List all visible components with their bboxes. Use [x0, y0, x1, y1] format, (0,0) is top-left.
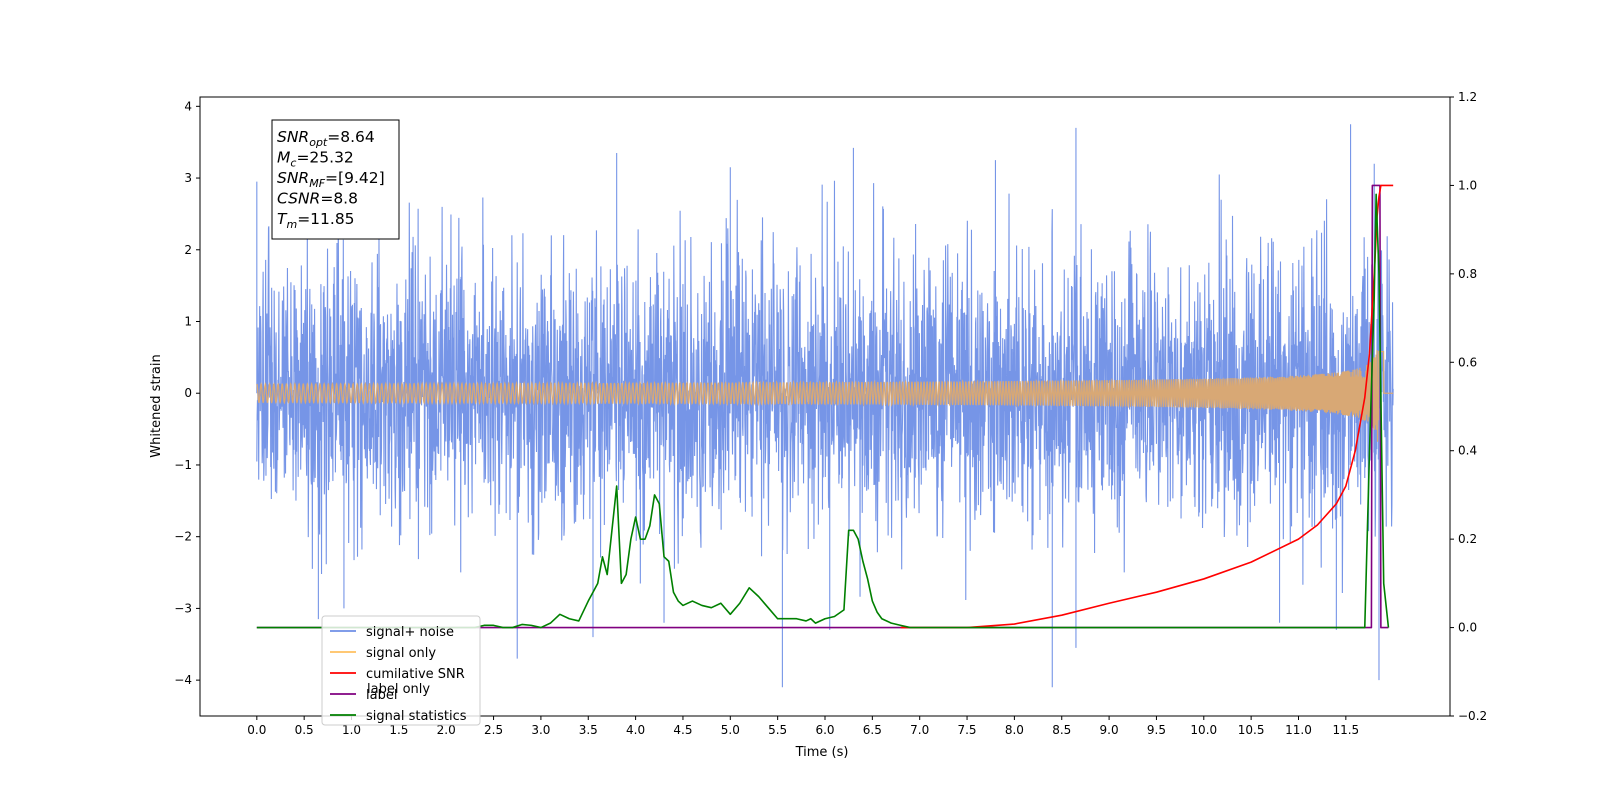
y2-tick-label: 0.2	[1458, 532, 1477, 546]
x-tick-label: 9.5	[1147, 723, 1166, 737]
y2-tick-label: 0.4	[1458, 444, 1477, 458]
y-tick-label: 4	[184, 99, 192, 113]
legend-hidden-entry: label only	[367, 682, 430, 697]
legend: label only signal+ noise signal only cumila…	[321, 615, 481, 726]
x-tick-label: 5.0	[721, 723, 740, 737]
x-tick-label: 1.5	[389, 723, 408, 737]
y-tick-label: 1	[184, 315, 192, 329]
y-tick-label: −4	[174, 673, 192, 687]
y-axis-left: 4 3 2 1 0 −1 −2 −3 −4	[174, 99, 200, 687]
legend-entry-label: signal statistics	[366, 709, 467, 724]
x-axis-label: Time (s)	[795, 745, 849, 760]
annotation-line: Mc=25.32	[277, 149, 354, 170]
x-tick-label: 1.0	[342, 723, 361, 737]
legend-entry-label: cumilative SNR	[366, 667, 465, 682]
series-signal-statistics-line	[256, 193, 1390, 629]
legend-entry-label: signal+ noise	[366, 625, 454, 640]
y-axis-right: 1.2 1.0 0.8 0.6 0.4 0.2 0.0 −0.2	[1450, 90, 1487, 723]
y-tick-label: −1	[174, 458, 192, 472]
series-cumulative-snr-line	[900, 184, 1394, 629]
x-tick-label: 5.5	[768, 723, 787, 737]
x-tick-label: 7.0	[910, 723, 929, 737]
x-tick-label: 10.5	[1238, 723, 1265, 737]
x-tick-label: 8.5	[1052, 723, 1071, 737]
annotation-frame	[271, 119, 400, 240]
annotation-line: SNRMF=[9.42]	[277, 169, 385, 190]
annotation-line: Tm=11.85	[277, 210, 355, 231]
x-tick-label: 0.5	[295, 723, 314, 737]
x-tick-label: 10.0	[1190, 723, 1217, 737]
x-tick-label: 7.5	[957, 723, 976, 737]
annotation-line: CSNR=8.8	[277, 190, 358, 208]
x-tick-label: 11.5	[1332, 723, 1359, 737]
annotation-line: SNRopt=8.64	[277, 128, 375, 149]
x-tick-label: 8.0	[1005, 723, 1024, 737]
x-tick-label: 6.5	[863, 723, 882, 737]
series-signal-noise-line	[256, 124, 1394, 688]
y2-tick-label: 1.0	[1458, 178, 1477, 192]
x-tick-label: 2.0	[437, 723, 456, 737]
y2-tick-label: −0.2	[1458, 709, 1487, 723]
x-tick-label: 3.0	[531, 723, 550, 737]
x-tick-label: 4.5	[673, 723, 692, 737]
x-tick-label: 9.0	[1100, 723, 1119, 737]
legend-entry-label: signal only	[366, 646, 436, 661]
x-tick-label: 6.0	[815, 723, 834, 737]
x-tick-label: 3.5	[579, 723, 598, 737]
y2-tick-label: 0.8	[1458, 267, 1477, 281]
x-tick-label: 11.0	[1285, 723, 1312, 737]
y2-tick-label: 1.2	[1458, 90, 1477, 104]
y2-tick-label: 0.6	[1458, 355, 1477, 369]
x-tick-label: 4.0	[626, 723, 645, 737]
series-layer	[256, 124, 1394, 688]
series-signal-only-line	[256, 350, 1394, 442]
y-tick-label: 2	[184, 243, 192, 257]
legend-frame	[321, 615, 481, 726]
y2-tick-label: 0.0	[1458, 621, 1477, 635]
y-tick-label: 0	[184, 386, 192, 400]
y-tick-label: −3	[174, 601, 192, 615]
legend-entry-label: label	[366, 688, 397, 703]
y-tick-label: 3	[184, 171, 192, 185]
y-tick-label: −2	[174, 530, 192, 544]
y-axis-label: Whitened strain	[149, 354, 164, 457]
x-tick-label: 2.5	[484, 723, 503, 737]
x-axis: 0.0 0.5 1.0 1.5 2.0 2.5 3.0 3.5 4.0 4.5 5.0 5.5 6.0 6…	[247, 716, 1359, 737]
x-tick-label: 0.0	[247, 723, 266, 737]
